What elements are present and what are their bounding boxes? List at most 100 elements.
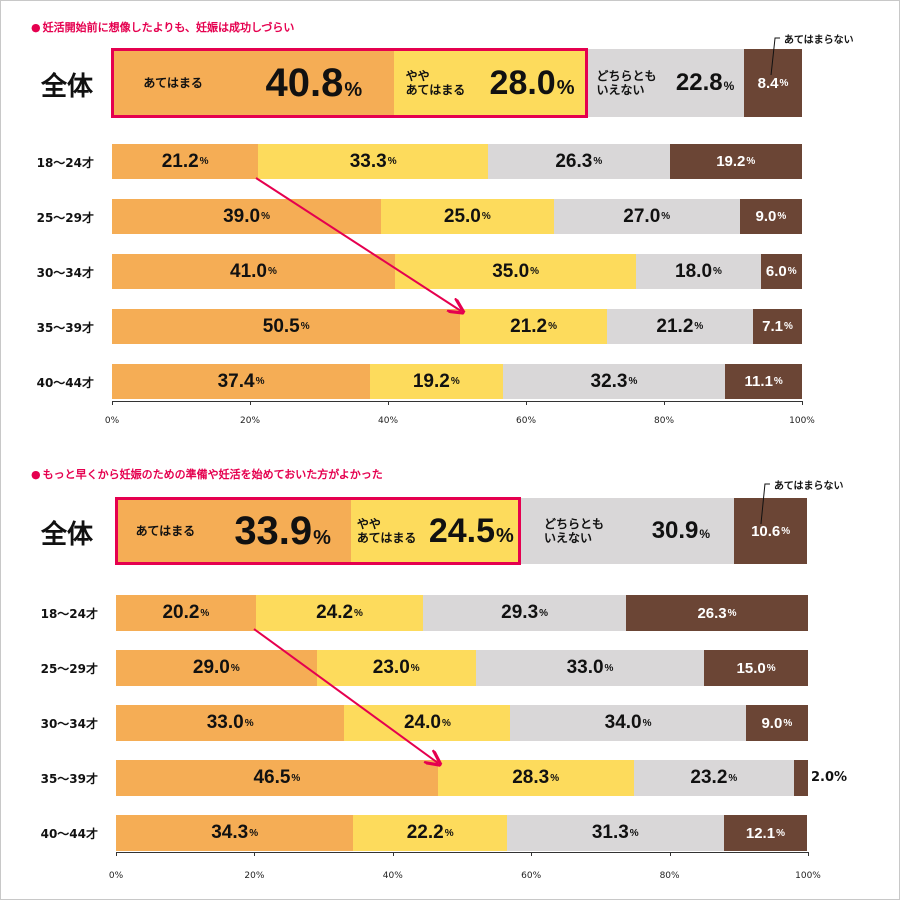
bar-segment: 26.3% <box>488 144 670 179</box>
total-value: 22.8% <box>676 69 734 97</box>
value-label: 20.2 <box>162 602 200 623</box>
total-segment-agree: あてはまる 40.8% <box>112 49 394 117</box>
bar-segment: 19.2% <box>669 144 802 179</box>
bar-segment: 24.0% <box>344 705 511 741</box>
trend-arrow <box>255 177 461 311</box>
percent-sign: % <box>642 717 652 729</box>
value-label: 30.9 <box>651 517 699 544</box>
total-value: 40.8% <box>266 61 363 106</box>
bar-segment: 41.0% <box>112 254 395 289</box>
percent-sign: % <box>199 156 209 167</box>
tick-mark <box>116 852 117 856</box>
percent-sign: % <box>787 266 797 277</box>
bar-segment: 23.0% <box>316 650 476 686</box>
value-label: 8.4 <box>757 74 779 92</box>
tick-mark <box>112 401 113 405</box>
value-label: 34.3 <box>211 822 249 843</box>
bar-segment: 21.2% <box>112 144 259 179</box>
total-row-label: 全体 <box>41 520 94 550</box>
value-label: 9.0 <box>761 714 783 732</box>
value-label: 23.0 <box>372 657 410 678</box>
value-label: 10.6 <box>751 522 781 540</box>
age-label: 35〜39才 <box>40 772 98 786</box>
bar-segment: 33.0% <box>116 705 345 741</box>
value-label: 27.0 <box>623 205 661 227</box>
bar-segment: 35.0% <box>394 254 637 289</box>
percent-sign: % <box>783 321 793 332</box>
value-label: 46.5 <box>253 767 291 788</box>
percent-sign: % <box>230 662 240 674</box>
chart-title: 妊活開始前に想像したよりも、妊娠は成功しづらい <box>31 19 295 35</box>
percent-sign: % <box>777 211 787 222</box>
age-label: 25〜29才 <box>40 662 98 676</box>
age-label: 25〜29才 <box>36 210 94 225</box>
value-label: 21.2 <box>656 315 694 337</box>
bar-segment: 34.0% <box>510 705 746 741</box>
percent-sign: % <box>781 525 791 537</box>
tick-label: 0% <box>104 416 120 426</box>
percent-sign: % <box>773 376 783 387</box>
value-label: 12.1 <box>745 824 776 842</box>
age-label: 18〜24才 <box>36 155 94 170</box>
percent-sign: % <box>628 376 638 387</box>
value-label: 24.5 <box>428 511 496 550</box>
value-label: 19.2 <box>716 153 746 170</box>
percent-sign: % <box>699 527 711 541</box>
percent-sign: % <box>300 321 310 332</box>
legend-line1: どちらとも <box>596 69 657 83</box>
percent-sign: % <box>694 321 704 332</box>
value-label: 18.0 <box>675 260 713 282</box>
tick-label: 20% <box>244 871 265 881</box>
tick-label: 40% <box>377 416 399 426</box>
bar-segment: 25.0% <box>381 199 554 234</box>
percent-sign: % <box>713 266 722 277</box>
bar-segment <box>794 760 808 796</box>
total-segment-neutral: どちらとも いえない 22.8% <box>586 49 745 117</box>
value-label: 33.9 <box>234 508 313 553</box>
value-label: 29.3 <box>501 602 539 623</box>
bar-segment: 24.2% <box>255 595 424 631</box>
callout-disagree: あてはまらない <box>784 35 854 46</box>
age-label: 30〜34才 <box>36 265 94 280</box>
legend-neutral: どちらとも いえない <box>596 69 656 97</box>
percent-sign: % <box>410 662 420 674</box>
percent-sign: % <box>481 211 491 222</box>
bar-segment: 32.3% <box>502 364 726 399</box>
percent-sign: % <box>783 717 793 729</box>
bar-segment: 19.2% <box>370 364 503 399</box>
tick-mark <box>254 852 256 856</box>
age-label: 40〜44才 <box>36 375 94 390</box>
legend-line2: いえない <box>596 83 645 97</box>
percent-sign: % <box>313 526 331 549</box>
bar-segment: 11.1% <box>725 364 802 399</box>
percent-sign: % <box>200 607 210 619</box>
age-label: 18〜24才 <box>40 607 98 621</box>
tick-mark <box>526 401 527 405</box>
tick-mark <box>392 852 394 856</box>
legend-somewhat: やや あてはまる <box>357 517 417 545</box>
bar-segment: 50.5% <box>112 309 461 344</box>
legend-agree: あてはまる <box>143 76 203 90</box>
total-segment-agree: あてはまる 33.9% <box>116 498 351 564</box>
value-label: 31.3 <box>591 822 629 843</box>
percent-sign: % <box>255 376 265 387</box>
bar-segment: 21.2% <box>460 309 607 344</box>
age-label: 30〜34才 <box>40 717 98 731</box>
value-label: 29.0 <box>192 657 230 678</box>
percent-sign: % <box>244 717 254 729</box>
value-label: 19.2 <box>412 370 450 392</box>
tick-label: 60% <box>515 416 537 426</box>
percent-sign: % <box>604 662 614 674</box>
value-label: 33.0 <box>566 657 604 678</box>
tick-mark <box>531 852 533 856</box>
percent-sign: % <box>530 266 540 277</box>
age-label: 40〜44才 <box>40 827 98 841</box>
value-label: 50.5 <box>262 315 300 337</box>
tick-label: 80% <box>653 416 675 426</box>
value-label: 9.0 <box>755 208 777 225</box>
percent-sign: % <box>267 266 277 277</box>
bar-segment: 6.0% <box>760 254 802 289</box>
legend-line2: いえない <box>543 531 592 545</box>
legend-somewhat: やや あてはまる <box>406 69 466 97</box>
